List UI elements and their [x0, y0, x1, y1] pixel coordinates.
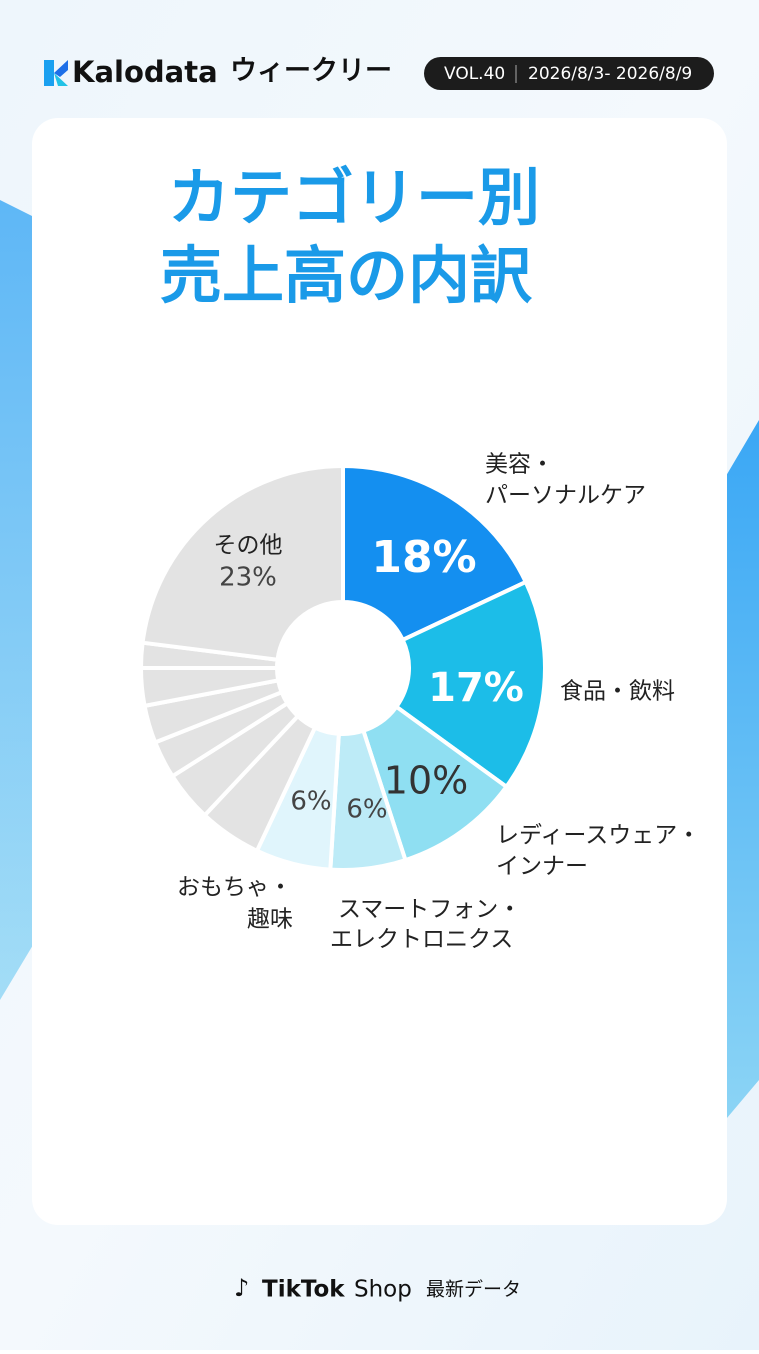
- slice: [341, 463, 529, 643]
- category-label: レディースウェア・: [496, 823, 700, 849]
- series: ウィークリー: [230, 56, 392, 87]
- slice: [140, 463, 345, 662]
- period-pill: [424, 57, 714, 90]
- category-label: エレクトロニクス: [330, 927, 513, 953]
- title-line: 売上高の内訳: [160, 239, 533, 312]
- category-label: インナー: [496, 854, 588, 880]
- category-label: おもちゃ・: [177, 875, 292, 901]
- category-label: スマートフォン・: [338, 897, 521, 923]
- donut-chart: 美容・パーソナルケア 18% 食品・飲料 17% レディースウェア・インナー 10% スマー…: [138, 452, 700, 953]
- brand: Kalodata: [72, 55, 218, 89]
- value-label: 18%: [371, 532, 476, 583]
- category-label: 趣味: [247, 907, 293, 933]
- value-label: 6%: [346, 795, 387, 825]
- tiktok-icon: ♪: [234, 1274, 249, 1302]
- slice: [393, 579, 547, 790]
- value-label: 10%: [384, 759, 468, 803]
- category-label: パーソナルケア: [485, 483, 646, 509]
- footer-note: 最新データ: [426, 1279, 521, 1301]
- value-label: 17%: [428, 665, 524, 711]
- value-label: 23%: [219, 563, 277, 593]
- title-line: カテゴリー別: [168, 161, 540, 234]
- category-label: その他: [214, 533, 283, 559]
- card: [32, 118, 727, 1225]
- footer: ♪ TikTok Shop 最新データ: [234, 1274, 521, 1303]
- volume: VOL.40: [444, 64, 505, 84]
- category-label: 食品・飲料: [560, 679, 675, 705]
- value-label: 6%: [290, 787, 331, 817]
- footer-product: Shop: [354, 1277, 412, 1303]
- period: 2026/8/3- 2026/8/9: [528, 64, 692, 84]
- logo: [44, 60, 68, 86]
- category-label: 美容・: [485, 452, 554, 478]
- footer-brand: TikTok: [262, 1277, 345, 1303]
